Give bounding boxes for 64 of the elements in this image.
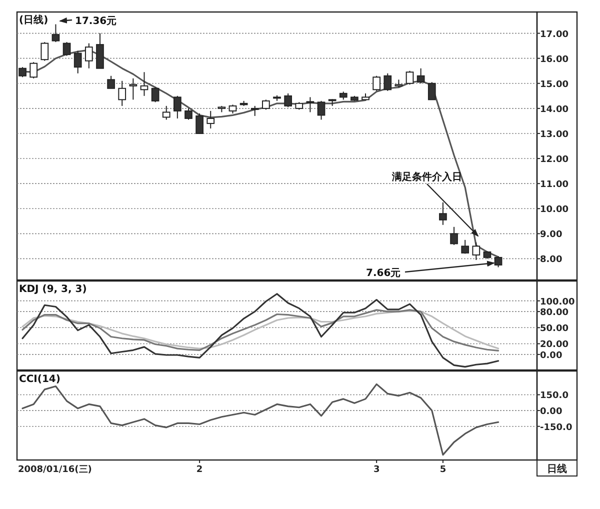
candlestick (384, 72, 392, 92)
candlestick (84, 42, 93, 69)
candlestick (52, 24, 60, 43)
candlestick (173, 95, 182, 119)
text: 日线 (547, 463, 567, 475)
candlestick (416, 68, 425, 84)
y-tick-label: 16.00 (540, 54, 568, 65)
candlestick (107, 75, 115, 89)
chart-title: KDJ (9, 3, 3) (19, 284, 87, 295)
candlestick (62, 42, 71, 56)
line-series (22, 383, 500, 456)
candlestick (284, 92, 292, 108)
candlestick (184, 108, 192, 120)
y-tick-label: 0.00 (540, 407, 562, 418)
y-tick-label: 0.00 (540, 350, 562, 361)
text: 2008/01/16(三) (18, 465, 92, 475)
y-tick-label: 17.00 (540, 30, 568, 40)
candlestick (461, 239, 470, 254)
candlestick (450, 226, 458, 246)
candlestick (317, 100, 326, 120)
y-tick-label: 10.00 (540, 205, 568, 216)
y-tick-label: 80.00 (540, 308, 568, 318)
candlestick (262, 99, 270, 110)
x-tick-label: 3 (373, 465, 380, 475)
candlestick (129, 78, 138, 100)
candlestick (140, 72, 148, 96)
line-series (22, 293, 500, 368)
chart-title: CCI(14) (19, 374, 60, 385)
candlestick (96, 32, 104, 69)
y-tick-label: 20.00 (540, 340, 568, 350)
candlestick (40, 42, 49, 62)
annotation: 17.36元 (75, 15, 117, 27)
y-tick-label: 8.00 (540, 255, 562, 266)
y-tick-label: 12.00 (540, 155, 568, 166)
candlestick (30, 62, 38, 79)
candlestick (162, 105, 170, 120)
chart-title: (日线) (19, 14, 48, 26)
y-tick-label: 11.00 (540, 180, 568, 190)
candlestick (428, 82, 436, 100)
candlestick (406, 70, 414, 86)
x-tick-label: 2 (196, 465, 203, 475)
candlestick (118, 80, 126, 106)
candlestick (472, 242, 480, 260)
candlestick (196, 112, 204, 134)
candlestick (306, 96, 314, 113)
candlestick (494, 256, 502, 268)
x-tick-label: 5 (440, 465, 446, 475)
annotation: 满足条件介入日 (391, 171, 462, 183)
candlestick (206, 110, 215, 129)
candlestick (18, 66, 26, 78)
y-tick-label: 9.00 (540, 230, 562, 240)
y-tick-label: -150.0 (540, 422, 572, 433)
candlestick (250, 105, 259, 116)
annotation: 7.66元 (366, 267, 401, 279)
y-tick-label: 13.00 (540, 130, 568, 140)
y-tick-label: 150.0 (540, 391, 568, 402)
candlestick (151, 86, 160, 103)
y-tick-label: 14.00 (540, 104, 568, 115)
candlestick (439, 202, 447, 226)
candlestick (74, 50, 82, 74)
y-tick-label: 50.00 (540, 324, 568, 334)
candlestick (372, 75, 381, 92)
y-tick-label: 15.00 (540, 80, 568, 90)
y-tick-label: 100.00 (540, 297, 575, 308)
